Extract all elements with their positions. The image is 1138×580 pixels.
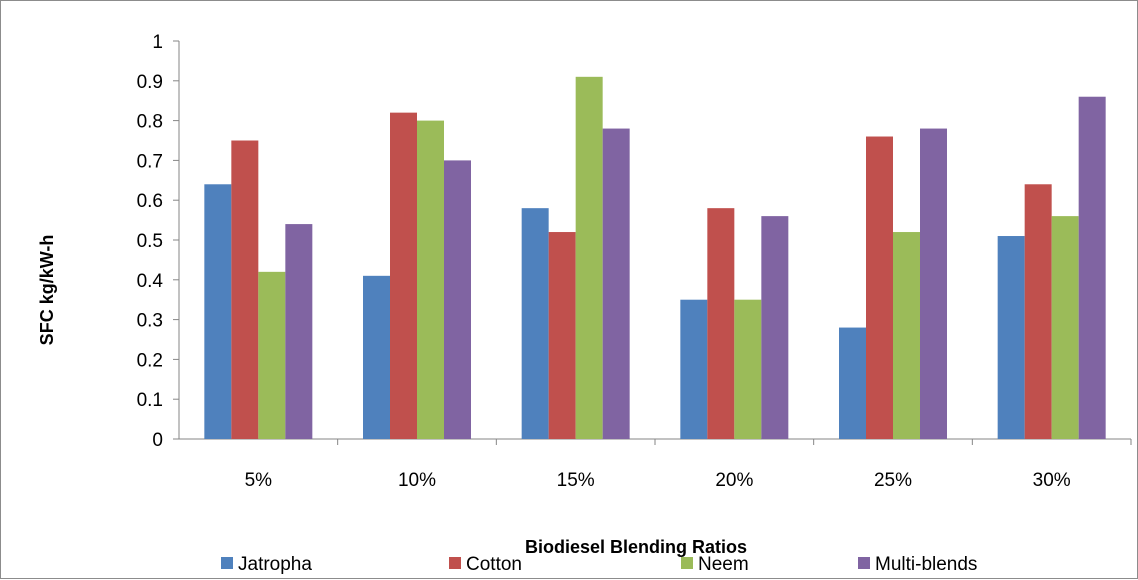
legend: Jatropha Cotton Neem Multi-blends: [221, 554, 977, 575]
legend-label: Neem: [698, 554, 749, 575]
x-tick-labels: 5% 10% 15% 20% 25% 30%: [245, 439, 1132, 491]
bar-jatropha: [680, 299, 708, 439]
bar-neem: [734, 299, 762, 439]
bar-jatropha: [521, 208, 549, 439]
y-tick-labels: 0 0.1 0.2 0.3 0.4 0.5 0.6 0.7 0.8 0.9 1: [137, 32, 179, 451]
y-tick-label: 0.9: [137, 72, 163, 93]
x-tick-label: 20%: [715, 470, 753, 491]
bar-cotton: [707, 208, 735, 439]
y-tick-label: 1: [152, 32, 163, 53]
x-tick-label: 10%: [398, 470, 436, 491]
legend-swatch: [221, 557, 233, 569]
bar-neem: [258, 271, 286, 439]
bar-jatropha: [839, 327, 866, 439]
bar-neem: [417, 120, 444, 439]
y-axis-title: SFC kg/kW-h: [37, 235, 57, 346]
bar-neem: [1051, 216, 1079, 439]
y-tick-label: 0.2: [137, 350, 163, 371]
bar-multi-blends: [1078, 96, 1106, 439]
y-tick-label: 0.1: [137, 390, 163, 411]
bar-cotton: [866, 136, 893, 439]
y-tick-label: 0.7: [137, 151, 163, 172]
bar-multi-blends: [920, 128, 947, 439]
legend-label: Multi-blends: [875, 554, 977, 575]
x-axis-title: Biodiesel Blending Ratios: [525, 537, 747, 557]
x-tick-label: 25%: [874, 470, 912, 491]
bar-multi-blends: [602, 128, 630, 439]
plot-area: [178, 41, 1131, 440]
bar-cotton: [390, 112, 417, 439]
y-tick-label: 0.3: [137, 311, 163, 332]
bars-group: [204, 76, 1106, 439]
y-tick-label: 0.8: [137, 112, 163, 133]
x-tick-label: 30%: [1033, 470, 1071, 491]
legend-label: Cotton: [466, 554, 522, 575]
bar-cotton: [231, 140, 259, 439]
legend-swatch: [681, 557, 693, 569]
y-tick-label: 0: [152, 430, 163, 451]
bar-multi-blends: [285, 224, 313, 439]
x-tick-label: 15%: [557, 470, 595, 491]
bar-neem: [575, 76, 603, 439]
bar-cotton: [548, 232, 576, 439]
bar-jatropha: [997, 236, 1025, 439]
legend-swatch: [449, 557, 461, 569]
y-tick-label: 0.6: [137, 191, 163, 212]
bar-cotton: [1024, 184, 1052, 439]
y-tick-label: 0.5: [137, 231, 163, 252]
legend-label: Jatropha: [238, 554, 312, 575]
x-tick-label: 5%: [245, 470, 273, 491]
bar-multi-blends: [444, 160, 471, 439]
bar-jatropha: [204, 184, 232, 439]
legend-swatch: [858, 557, 870, 569]
y-tick-label: 0.4: [137, 271, 164, 292]
bar-multi-blends: [761, 216, 789, 439]
bar-jatropha: [363, 275, 390, 439]
bar-neem: [893, 232, 920, 439]
